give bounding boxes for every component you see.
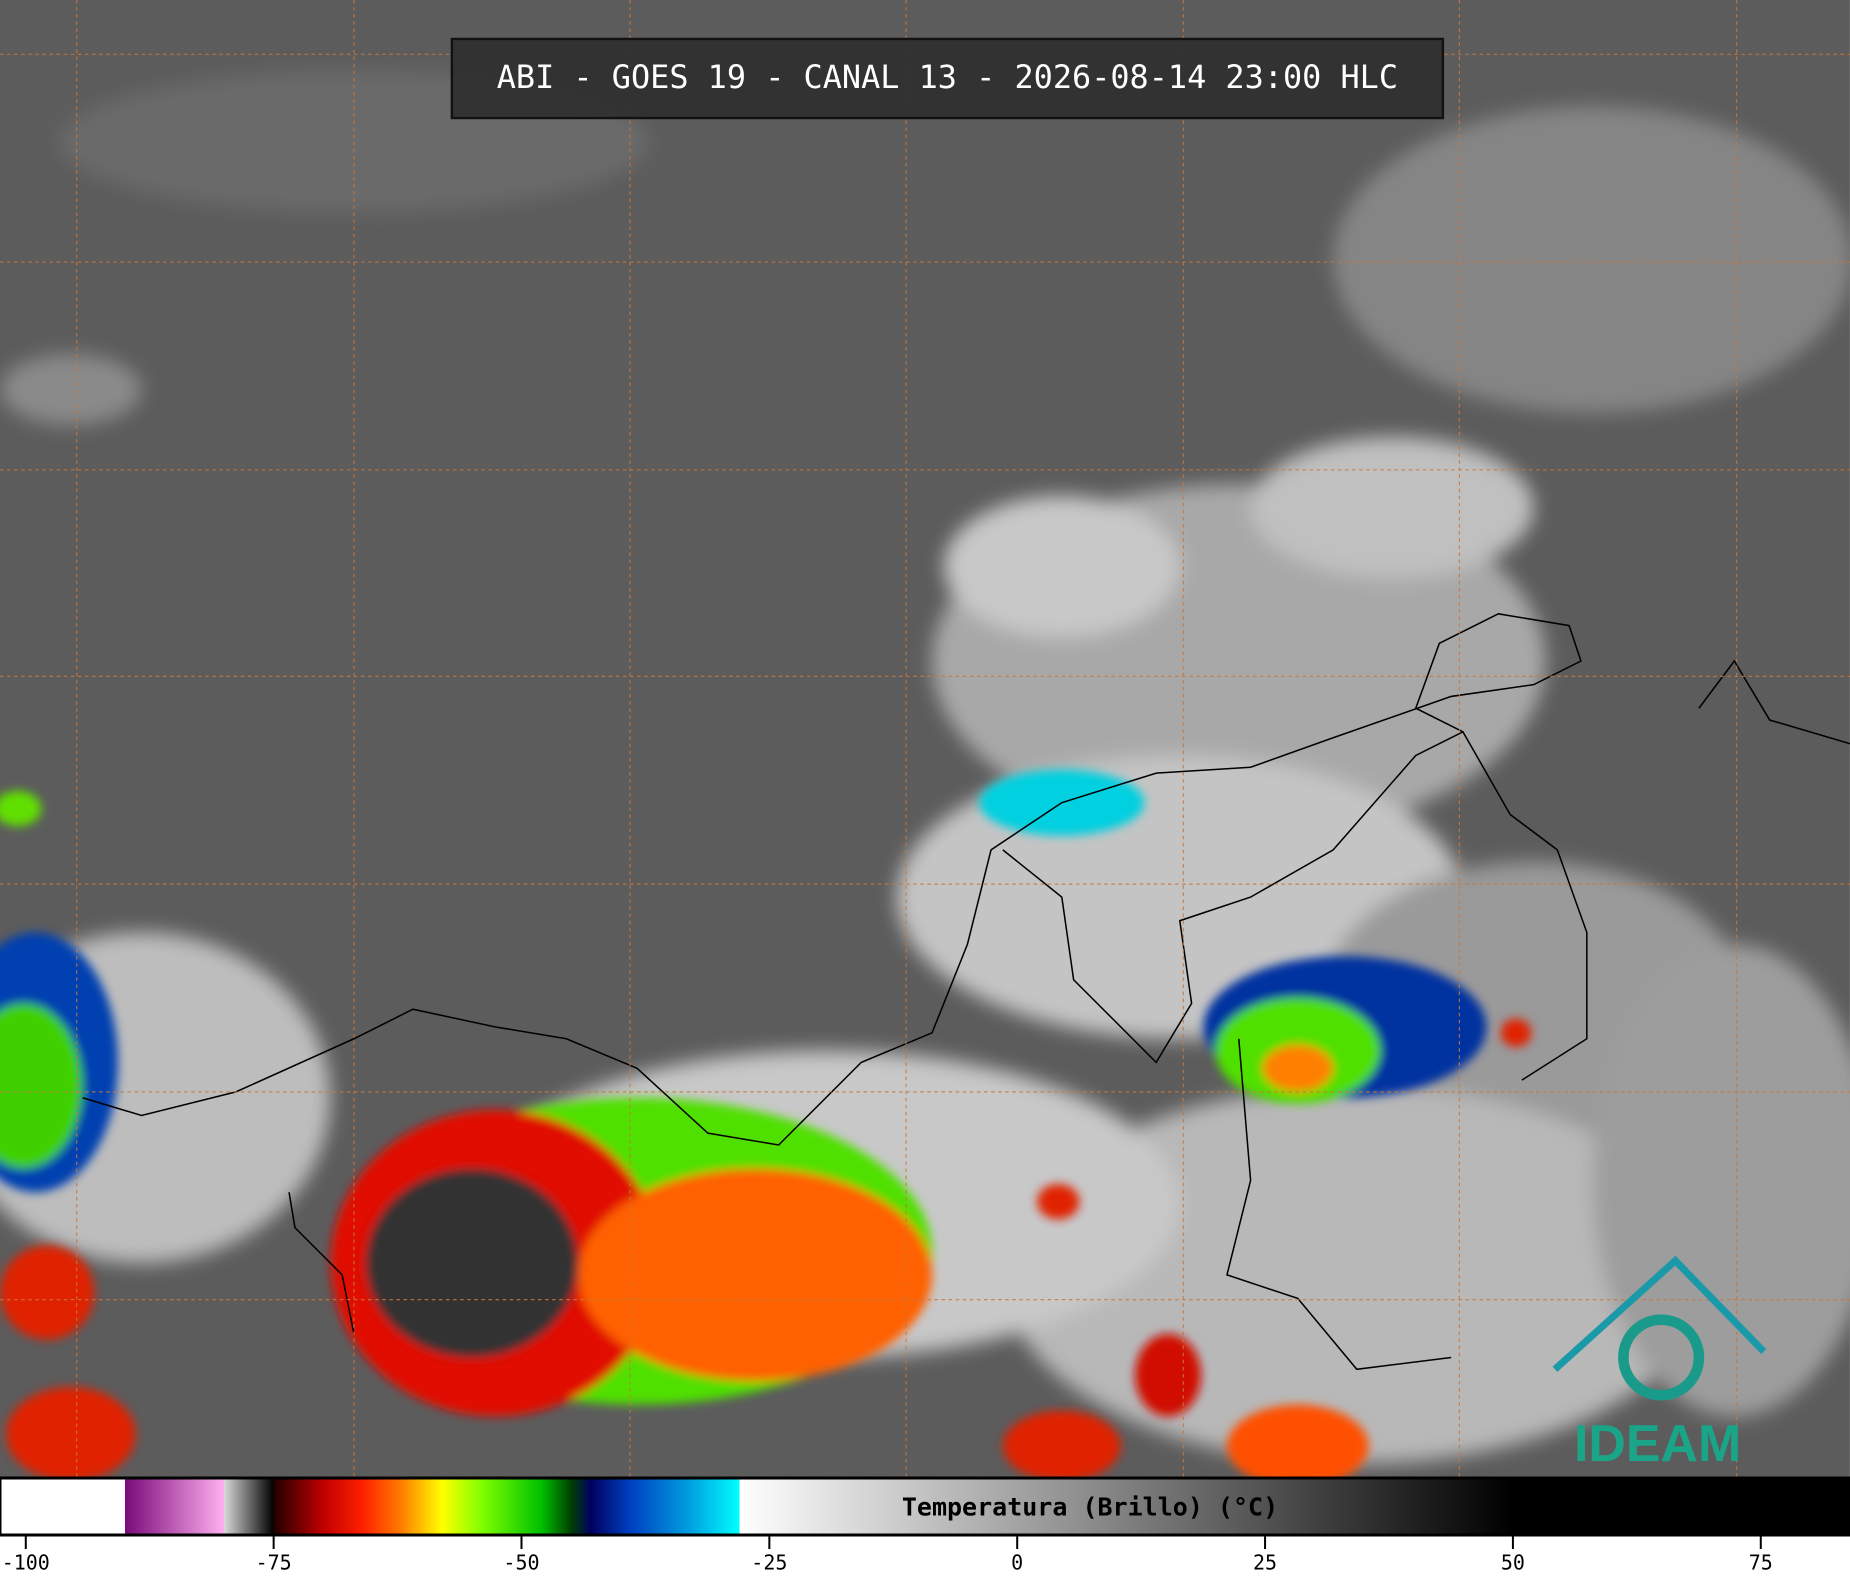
title-box	[450, 37, 1445, 120]
logo: IDEAM	[1552, 1255, 1767, 1473]
title: ABI - GOES 19 - CANAL 13 - 2026-08-14 23…	[497, 58, 1398, 96]
colorbar-tick-label: -50	[503, 1551, 539, 1575]
colorbar-tick-label: 75	[1749, 1551, 1773, 1575]
graticule	[0, 0, 1850, 1478]
colorbar-tick-label: 50	[1501, 1551, 1525, 1575]
colorbar-tick-label: 25	[1253, 1551, 1277, 1575]
map: ABI - GOES 19 - CANAL 13 - 2026-08-14 23…	[0, 0, 1850, 1488]
logo-swirl	[1618, 1314, 1705, 1401]
colorbar-tick-label: -25	[751, 1551, 787, 1575]
colorbar-bar	[0, 1476, 1850, 1537]
coastlines	[82, 613, 1850, 1371]
logo-text: IDEAM	[1574, 1415, 1741, 1473]
colorbar: Temperatura (Brillo) (°C) -100 -75 -50 -25 0 2…	[0, 1476, 1850, 1577]
colorbar-tick-label: -75	[256, 1551, 292, 1575]
colorbar-tick-label: -100	[2, 1551, 50, 1575]
convective-cells	[0, 769, 1532, 1488]
logo-roof	[1552, 1255, 1767, 1372]
colorbar-tick-label: 0	[1011, 1551, 1023, 1575]
colorbar-label: Temperatura (Brillo) (°C)	[902, 1493, 1278, 1522]
colorbar-background	[0, 1535, 1850, 1577]
